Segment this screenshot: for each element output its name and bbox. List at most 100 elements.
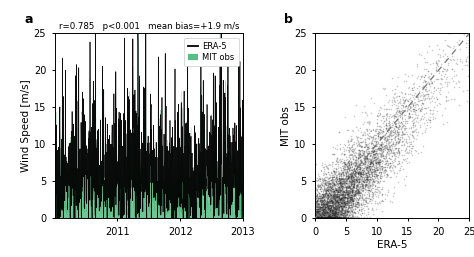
- Point: [358, 175, 365, 179]
- Point: [333, 216, 341, 221]
- Point: [343, 186, 351, 190]
- Point: [422, 126, 430, 130]
- Point: [313, 198, 321, 202]
- Point: [312, 216, 320, 221]
- Point: [357, 144, 365, 148]
- Point: [376, 148, 383, 152]
- Point: [312, 216, 320, 221]
- Point: [398, 125, 406, 129]
- Point: [315, 176, 323, 180]
- Point: [325, 214, 332, 218]
- Point: [336, 182, 344, 186]
- Point: [317, 216, 324, 221]
- Point: [334, 215, 342, 219]
- Point: [381, 135, 389, 140]
- Point: [330, 201, 338, 205]
- Point: [311, 216, 319, 221]
- Point: [465, 50, 473, 54]
- Point: [405, 144, 413, 149]
- Point: [334, 203, 342, 207]
- Point: [334, 172, 342, 176]
- Point: [355, 173, 363, 177]
- Point: [358, 172, 366, 177]
- Point: [345, 194, 353, 198]
- Point: [423, 123, 430, 127]
- Point: [351, 177, 359, 181]
- Point: [325, 206, 332, 210]
- Point: [362, 200, 369, 204]
- Point: [318, 216, 326, 221]
- Point: [358, 181, 365, 185]
- Point: [330, 207, 337, 211]
- Point: [319, 216, 327, 221]
- Point: [321, 162, 328, 167]
- Point: [343, 193, 350, 197]
- Point: [349, 172, 357, 176]
- Point: [327, 192, 334, 196]
- Point: [312, 216, 319, 221]
- Point: [395, 137, 402, 141]
- Point: [337, 216, 344, 221]
- Point: [313, 202, 320, 206]
- Point: [351, 168, 359, 172]
- Point: [319, 193, 327, 197]
- Point: [364, 178, 372, 182]
- Point: [313, 216, 320, 221]
- Point: [312, 216, 320, 221]
- Point: [385, 141, 392, 145]
- Point: [327, 178, 334, 182]
- Point: [315, 216, 322, 221]
- Point: [341, 195, 348, 199]
- Point: [324, 216, 331, 221]
- Point: [328, 185, 336, 189]
- Point: [334, 190, 342, 195]
- Point: [351, 194, 359, 198]
- Point: [394, 145, 401, 150]
- Point: [361, 160, 368, 164]
- Point: [334, 203, 342, 207]
- Point: [338, 216, 346, 221]
- Point: [394, 149, 402, 153]
- Point: [341, 216, 349, 220]
- Point: [465, 31, 473, 35]
- Point: [339, 194, 346, 198]
- Point: [346, 176, 354, 180]
- Point: [338, 195, 346, 199]
- Point: [344, 167, 352, 171]
- Point: [329, 200, 337, 204]
- Point: [319, 213, 326, 217]
- Point: [314, 216, 322, 221]
- Point: [345, 163, 353, 168]
- Point: [321, 216, 328, 221]
- Point: [346, 211, 354, 215]
- Point: [336, 179, 344, 183]
- Point: [311, 213, 319, 217]
- Point: [325, 216, 332, 221]
- Point: [321, 216, 328, 221]
- Point: [341, 202, 349, 206]
- Point: [316, 216, 323, 221]
- Point: [343, 216, 351, 221]
- Point: [325, 216, 332, 221]
- Point: [345, 191, 353, 195]
- Point: [350, 182, 357, 186]
- Point: [381, 136, 389, 140]
- Point: [318, 205, 325, 209]
- Point: [346, 172, 354, 176]
- Point: [357, 209, 365, 214]
- Point: [352, 175, 360, 179]
- Point: [359, 151, 366, 155]
- Point: [336, 191, 344, 195]
- Point: [328, 176, 336, 180]
- Point: [354, 156, 362, 160]
- Point: [315, 216, 323, 221]
- Point: [317, 216, 324, 221]
- Point: [330, 216, 338, 221]
- Point: [430, 79, 438, 84]
- Point: [328, 214, 335, 218]
- Point: [323, 216, 331, 221]
- Point: [322, 216, 329, 221]
- Point: [328, 216, 335, 221]
- Point: [371, 137, 378, 141]
- Point: [324, 207, 331, 211]
